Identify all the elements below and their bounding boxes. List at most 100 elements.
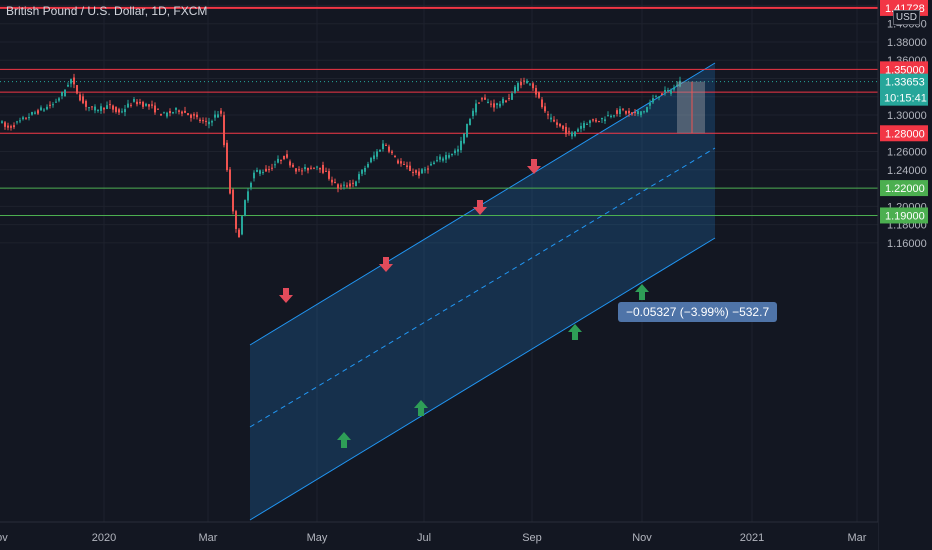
last-price-tag: 1.33653 10:15:41 — [880, 73, 928, 106]
candle-body — [115, 107, 117, 112]
level-price-tag: 1.28000 — [880, 125, 928, 142]
candle-body — [220, 110, 222, 114]
candle-body — [121, 111, 123, 113]
candle-body — [616, 110, 618, 114]
candle-body — [67, 84, 69, 87]
arrow-down — [279, 288, 293, 303]
candle-body — [88, 107, 90, 109]
candle-body — [178, 110, 180, 112]
candle-body — [646, 107, 648, 113]
candle-body — [358, 174, 360, 180]
candle-body — [307, 167, 309, 171]
candle-body — [526, 80, 528, 84]
candle-body — [565, 126, 567, 135]
time-tick-label: Jul — [417, 532, 431, 544]
candle-body — [112, 105, 114, 110]
channel-lower-line — [249, 237, 716, 521]
price-tag-label: 1.19000 — [885, 210, 925, 222]
measure-box — [677, 81, 705, 134]
candle-body — [619, 108, 621, 114]
candle-body — [388, 146, 390, 152]
arrow-up — [414, 400, 428, 416]
candle-body — [250, 182, 252, 188]
candle-body — [322, 164, 324, 173]
time-tick-label: Mar — [199, 532, 218, 544]
candle-body — [127, 103, 129, 108]
price-tag-label: 1.22000 — [885, 183, 925, 195]
candle-body — [517, 83, 519, 91]
candle-body — [280, 159, 282, 161]
candle-body — [109, 104, 111, 106]
candle-body — [367, 163, 369, 168]
candle-body — [559, 123, 561, 127]
candle-body — [472, 110, 474, 117]
candle-body — [631, 112, 633, 115]
price-tag-bg — [880, 61, 928, 78]
candle-body — [193, 114, 195, 116]
candle-body — [274, 164, 276, 166]
candle-body — [298, 169, 300, 171]
candle-body — [46, 106, 48, 110]
arrow-down — [527, 159, 541, 174]
candle-body — [181, 111, 183, 114]
currency-badge[interactable]: USD — [892, 10, 920, 25]
candle-body — [637, 111, 639, 115]
candle-body — [571, 132, 573, 137]
candle-body — [334, 182, 336, 184]
candle-body — [625, 111, 627, 114]
candle-body — [139, 102, 141, 104]
price-tick-label: 1.38000 — [887, 37, 927, 49]
candle-body — [319, 167, 321, 170]
candle-body — [52, 104, 54, 106]
candle-body — [166, 112, 168, 117]
candle-body — [469, 118, 471, 125]
candle-body — [457, 149, 459, 152]
candle-body — [649, 102, 651, 106]
candle-body — [622, 108, 624, 110]
candle-body — [520, 82, 522, 86]
candle-body — [13, 125, 15, 128]
arrows — [279, 159, 649, 448]
measure-tool[interactable] — [677, 81, 705, 134]
candle-body — [235, 211, 237, 229]
candle-body — [211, 121, 213, 123]
candle-body — [19, 120, 21, 122]
candle-body — [508, 98, 510, 100]
candle-body — [553, 119, 555, 122]
candle-body — [265, 168, 267, 172]
candle-body — [433, 162, 435, 165]
candle-body — [58, 98, 60, 101]
horizontal-levels[interactable] — [0, 6, 878, 216]
time-tick-label: Sep — [522, 532, 542, 544]
candle-body — [37, 110, 39, 114]
candle-body — [142, 101, 144, 107]
candle-body — [613, 115, 615, 117]
candle-body — [310, 167, 312, 169]
candle-body — [22, 117, 24, 120]
price-tick-label: 1.30000 — [887, 110, 927, 122]
candle-body — [364, 167, 366, 172]
candle-body — [118, 109, 120, 113]
candles — [1, 73, 681, 238]
candle-body — [229, 169, 231, 194]
candle-body — [412, 172, 414, 174]
time-axis[interactable]: Nov 2020 Mar May Jul Sep Nov 2021 Mar — [0, 521, 878, 550]
channel-center-line — [249, 147, 716, 428]
candle-body — [4, 122, 6, 127]
candle-body — [418, 171, 420, 176]
candle-body — [382, 143, 384, 150]
candle-body — [94, 106, 96, 111]
candle-body — [106, 105, 108, 110]
candle-body — [79, 94, 81, 101]
candle-body — [1, 121, 3, 123]
candle-body — [328, 171, 330, 179]
candle-body — [379, 149, 381, 152]
candle-body — [574, 131, 576, 136]
candle-body — [49, 104, 51, 106]
time-tick-label: May — [307, 532, 328, 544]
candle-body — [286, 154, 288, 158]
price-tag-bg — [880, 207, 928, 224]
candle-body — [244, 200, 246, 216]
